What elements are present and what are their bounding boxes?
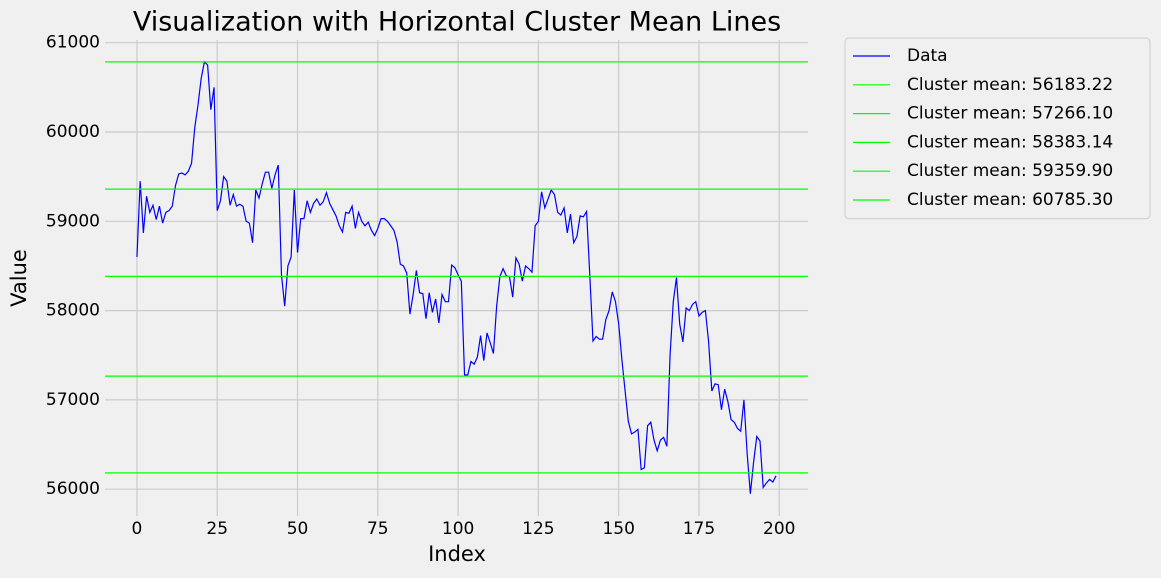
legend-label: Cluster mean: 60785.30	[907, 190, 1113, 210]
legend-label: Cluster mean: 58383.14	[907, 132, 1113, 152]
x-tick-label: 0	[132, 519, 143, 539]
data-line	[136, 60, 777, 494]
y-tick-label: 59000	[46, 211, 100, 231]
y-tick-label: 58000	[46, 301, 100, 321]
x-tick-label: 100	[442, 519, 474, 539]
x-tick-label: 50	[287, 519, 309, 539]
x-tick-label: 125	[522, 519, 554, 539]
y-axis-label: Value	[7, 249, 31, 307]
x-tick-label: 175	[683, 519, 715, 539]
x-tick-label: 150	[602, 519, 634, 539]
y-tick-label: 60000	[46, 122, 100, 142]
y-tick-label: 57000	[46, 390, 100, 410]
x-tick-label: 25	[206, 519, 228, 539]
legend-label: Cluster mean: 59359.90	[907, 161, 1113, 181]
legend-box	[844, 37, 1151, 220]
y-tick-label: 56000	[46, 479, 100, 499]
x-tick-label: 75	[367, 519, 389, 539]
legend-label: Cluster mean: 56183.22	[907, 75, 1113, 95]
y-tick-label: 61000	[46, 33, 100, 53]
x-tick-label: 200	[763, 519, 795, 539]
legend-label: Cluster mean: 57266.10	[907, 104, 1113, 124]
legend-label: Data	[907, 46, 948, 66]
x-axis-label: Index	[428, 542, 486, 566]
chart-title: Visualization with Horizontal Cluster Me…	[133, 7, 781, 38]
